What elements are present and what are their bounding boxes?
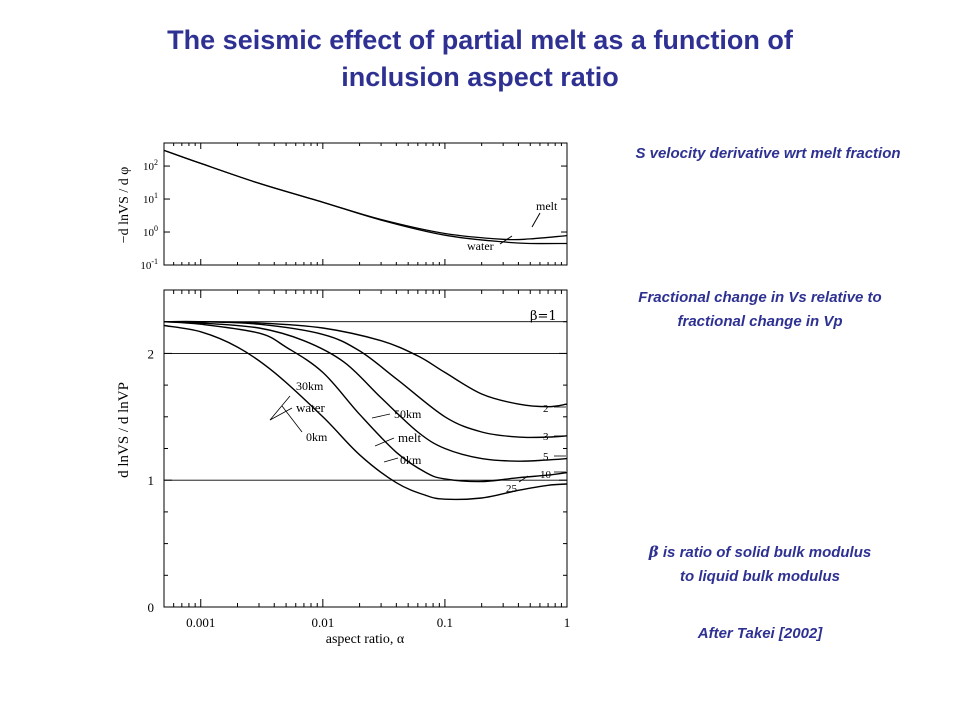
title-line-2: inclusion aspect ratio xyxy=(341,62,619,92)
x-tick-label: 0.1 xyxy=(437,615,453,630)
bottom-panel: 0.001 0.01 0.1 1 012 β=130kmwater0km50kmmel… xyxy=(116,289,571,647)
label-water: water xyxy=(296,400,326,415)
note-beta: β is ratio of solid bulk modulus to liqu… xyxy=(590,540,930,589)
label-leader-line xyxy=(281,405,303,433)
top-y-label-text: −d lnVS / d φ xyxy=(117,167,132,244)
bottom-y-ticks: 0 1 2 xyxy=(148,321,567,615)
label-beta-5: 5 xyxy=(543,451,549,463)
top-label-water: water xyxy=(467,239,494,253)
note-s-velocity-text: S velocity derivative wrt melt fraction xyxy=(635,145,901,162)
bottom-y-axis-label: d lnVS / d lnVP xyxy=(116,382,132,478)
series-line-beta-2 xyxy=(163,320,568,408)
label-leader-line xyxy=(383,457,399,463)
beta-symbol: β xyxy=(648,543,659,561)
top-y-tick-label: 10-1 xyxy=(140,257,158,272)
note-credit-text: After Takei [2002] xyxy=(697,625,823,642)
top-series-lines xyxy=(163,149,568,245)
note-fractional-line-1: Fractional change in Vs relative to xyxy=(638,289,882,306)
note-beta-line-2: to liquid bulk modulus xyxy=(680,568,840,585)
label-0km-water: 0km xyxy=(306,430,328,444)
bottom-x-label-text: aspect ratio, α xyxy=(326,632,405,647)
top-y-axis-label: −d lnVS / d φ xyxy=(117,167,132,244)
note-beta-line-1: β is ratio of solid bulk modulus xyxy=(590,540,930,565)
bottom-y-label-text: d lnVS / d lnVP xyxy=(116,382,132,478)
top-y-tick-label: 101 xyxy=(143,191,158,206)
note-fractional-change: Fractional change in Vs relative to frac… xyxy=(590,286,930,334)
note-fractional-line-2: fractional change in Vp xyxy=(677,313,843,330)
bottom-plot-frame xyxy=(163,289,568,608)
top-y-tick-label: 102 xyxy=(143,158,158,173)
top-x-ticks xyxy=(163,143,568,265)
x-tick-label: 0.01 xyxy=(311,615,334,630)
label-leader-line xyxy=(269,395,291,421)
bottom-x-axis-label: aspect ratio, α xyxy=(326,632,405,647)
label-leader-line xyxy=(518,475,529,483)
label-0km-melt: 0km xyxy=(400,453,422,467)
label-beta-2: 2 xyxy=(543,403,549,415)
series-line-beta-3 xyxy=(163,320,568,439)
label-30km: 30km xyxy=(296,379,324,393)
y-tick-label: 1 xyxy=(148,473,155,488)
top-y-ticks: 10-1 100 101 102 xyxy=(140,158,567,272)
series-line-beta-25 xyxy=(163,324,568,501)
top-series-water xyxy=(163,149,568,245)
label-beta-3: 3 xyxy=(543,431,549,443)
x-tick-label: 0.001 xyxy=(186,615,215,630)
bottom-x-ticks: 0.001 0.01 0.1 1 xyxy=(163,290,571,630)
y-tick-label: 2 xyxy=(148,346,155,361)
top-panel: 10-1 100 101 102 −d lnVS / d φ melt water xyxy=(117,142,568,272)
note-credit: After Takei [2002] xyxy=(590,622,930,646)
note-beta-text: is ratio of solid bulk modulus xyxy=(658,544,872,561)
beta-1-label: β=1 xyxy=(530,309,557,324)
label-beta-10: 10 xyxy=(540,469,552,481)
top-leader-water xyxy=(499,235,513,245)
x-tick-label: 1 xyxy=(564,615,571,630)
title-line-1: The seismic effect of partial melt as a … xyxy=(167,25,793,55)
label-leader-line xyxy=(374,437,395,447)
slide-title: The seismic effect of partial melt as a … xyxy=(80,22,880,96)
series-line-beta-10 xyxy=(163,321,568,483)
label-leader-line xyxy=(371,413,391,419)
bottom-annotations: β=1 30km water 0km 50km melt 0km 2 3 5 10 25 xyxy=(269,309,566,495)
label-50km: 50km xyxy=(394,407,422,421)
bottom-series-lines xyxy=(163,320,568,501)
top-plot-frame xyxy=(163,142,568,266)
top-y-tick-label: 100 xyxy=(143,224,158,239)
note-s-velocity: S velocity derivative wrt melt fraction xyxy=(598,142,938,166)
top-label-melt: melt xyxy=(536,199,558,213)
label-beta-25: 25 xyxy=(506,483,518,495)
label-leader-line xyxy=(269,407,293,421)
y-tick-label: 0 xyxy=(148,600,155,615)
top-leader-melt xyxy=(531,212,541,228)
top-series-melt xyxy=(163,149,568,241)
label-melt: melt xyxy=(398,430,421,445)
series-line-beta-5 xyxy=(163,321,568,462)
